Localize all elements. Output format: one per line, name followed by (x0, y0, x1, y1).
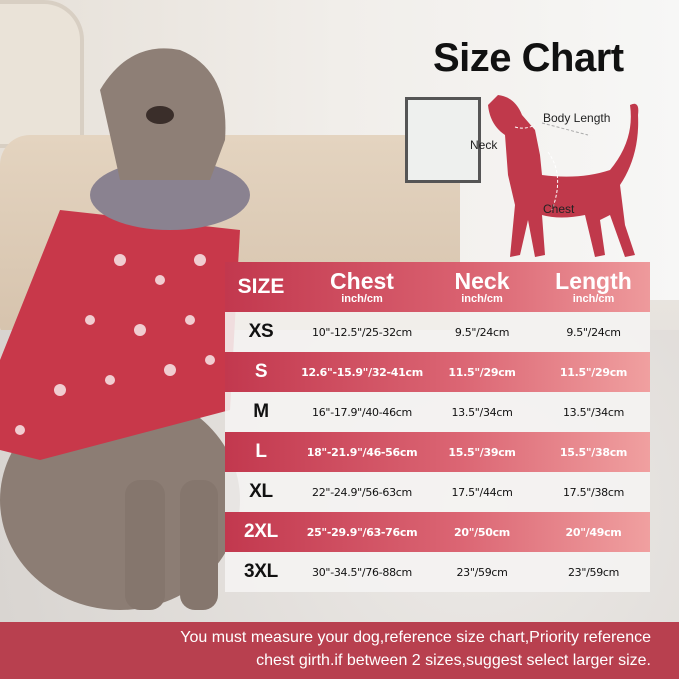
cell-chest: 12.6"-15.9"/32-41cm (301, 365, 423, 379)
note-line-2: chest girth.if between 2 sizes,suggest s… (256, 652, 651, 669)
cell-neck: 15.5"/39cm (448, 445, 516, 459)
neck-label: Neck (470, 138, 498, 152)
table-row: 3XL 30"-34.5"/76-88cm 23"/59cm 23"/59cm (225, 552, 650, 592)
body-length-label: Body Length (543, 111, 611, 125)
size-table: SIZE Chest inch/cm Neck inch/cm Length inch… (225, 262, 650, 592)
header-length-label: Length (555, 268, 632, 294)
table-row: M 16"-17.9"/40-46cm 13.5"/34cm 13.5"/34cm (225, 392, 650, 432)
cell-length: 11.5"/29cm (559, 365, 628, 379)
picture-frame (405, 97, 481, 183)
cell-chest: 16"-17.9"/40-46cm (312, 405, 412, 419)
dog-measurement-diagram (488, 95, 639, 257)
header-length: Length inch/cm (537, 262, 650, 312)
cell-chest: 30"-34.5"/76-88cm (312, 565, 412, 579)
header-neck-label: Neck (454, 268, 510, 294)
cell-chest: 10"-12.5"/25-32cm (312, 325, 412, 339)
header-neck-unit: inch/cm (461, 293, 503, 305)
table-row: 2XL 25"-29.9"/63-76cm 20"/50cm 20"/49cm (225, 512, 650, 552)
header-chest-unit: inch/cm (341, 293, 383, 305)
dog-photo (0, 48, 250, 610)
table-header: SIZE Chest inch/cm Neck inch/cm Length inch… (225, 262, 650, 312)
note-line-1: You must measure your dog,reference size… (180, 629, 651, 646)
cell-size: M (253, 401, 269, 422)
table-row: S 12.6"-15.9"/32-41cm 11.5"/29cm 11.5"/29cm (225, 352, 650, 392)
cell-size: XL (249, 481, 273, 502)
cell-neck: 9.5"/24cm (454, 325, 510, 339)
cell-neck: 23"/59cm (456, 565, 508, 579)
cell-length: 20"/49cm (565, 525, 622, 539)
page-title: Size Chart (433, 36, 624, 80)
table-row: XL 22"-24.9"/56-63cm 17.5"/44cm 17.5"/38cm (225, 472, 650, 512)
header-length-unit: inch/cm (572, 293, 615, 305)
cell-length: 15.5"/38cm (559, 445, 628, 459)
cell-size: XS (248, 321, 274, 342)
table-row: L 18"-21.9"/46-56cm 15.5"/39cm 15.5"/38cm (225, 432, 650, 472)
cell-chest: 25"-29.9"/63-76cm (306, 525, 418, 539)
cell-chest: 18"-21.9"/46-56cm (306, 445, 418, 459)
cell-length: 13.5"/34cm (562, 405, 625, 419)
cell-size: S (254, 361, 268, 382)
cell-length: 23"/59cm (567, 565, 620, 579)
wall-art (0, 0, 84, 148)
cell-neck: 11.5"/29cm (448, 365, 516, 379)
cell-length: 9.5"/24cm (566, 325, 621, 339)
size-table-body: XS 10"-12.5"/25-32cm 9.5"/24cm 9.5"/24cm S 12… (225, 312, 650, 592)
cell-neck: 13.5"/34cm (451, 405, 513, 419)
cell-chest: 22"-24.9"/56-63cm (312, 485, 412, 499)
chest-label: Chest (543, 202, 575, 216)
table-row: XS 10"-12.5"/25-32cm 9.5"/24cm 9.5"/24cm (225, 312, 650, 352)
cell-size: 3XL (244, 561, 278, 582)
header-neck: Neck inch/cm (427, 262, 537, 312)
dog-silhouette-icon (488, 95, 639, 257)
cell-length: 17.5"/38cm (562, 485, 625, 499)
cell-neck: 17.5"/44cm (451, 485, 513, 499)
cell-neck: 20"/50cm (454, 525, 510, 539)
cell-size: 2XL (244, 521, 278, 542)
header-chest: Chest inch/cm (297, 262, 427, 312)
cell-size: L (255, 441, 267, 462)
header-size: SIZE (237, 275, 285, 298)
header-chest-label: Chest (330, 268, 394, 294)
measurement-note-banner: You must measure your dog,reference size… (0, 622, 679, 679)
